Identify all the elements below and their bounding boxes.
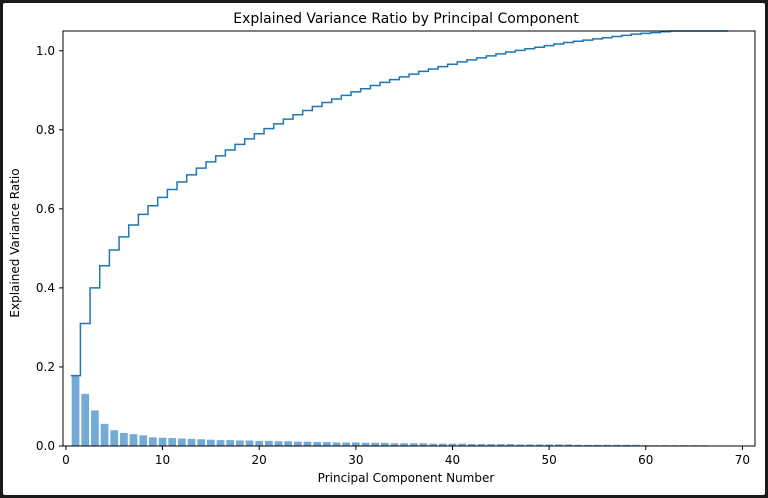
bar [313, 442, 322, 446]
bar [477, 444, 486, 446]
bar [438, 443, 447, 446]
chart-figure: Explained Variance Ratio by Principal Co… [3, 3, 765, 495]
bar [612, 444, 621, 446]
bar [467, 444, 476, 446]
bar [303, 441, 312, 446]
bar [71, 375, 80, 446]
bar [284, 441, 293, 446]
bar [400, 443, 409, 446]
bar [342, 442, 351, 446]
bar [168, 438, 177, 446]
y-tick-label: 0.0 [36, 439, 55, 453]
bar [380, 442, 389, 446]
bar [419, 443, 428, 446]
x-axis-label: Principal Component Number [318, 471, 495, 485]
bar-series [71, 375, 727, 446]
bar [429, 443, 438, 446]
x-axis-ticks: 0 10 20 30 40 50 60 70 [62, 446, 750, 467]
bar [516, 444, 525, 446]
bar [216, 440, 225, 446]
bar [371, 442, 380, 446]
bar [448, 443, 457, 446]
bar [81, 393, 90, 446]
bar [409, 443, 418, 446]
bar [293, 441, 302, 446]
bar [207, 439, 215, 446]
bar [632, 444, 640, 446]
x-tick-label: 50 [541, 453, 556, 467]
cumulative-step-line [70, 30, 728, 377]
bar [255, 440, 264, 446]
y-tick-label: 0.2 [36, 360, 55, 374]
y-axis-label: Explained Variance Ratio [8, 168, 22, 317]
cumulative-line-series [70, 30, 728, 377]
bar [322, 442, 331, 446]
y-tick-label: 0.6 [36, 202, 55, 216]
bar [390, 443, 399, 446]
plot-area-frame [62, 30, 756, 447]
bar [506, 444, 515, 446]
bar [583, 444, 592, 446]
x-tick-label: 0 [62, 453, 70, 467]
bar [545, 444, 554, 446]
bar [178, 438, 186, 446]
bar [554, 444, 563, 446]
x-tick-label: 30 [348, 453, 363, 467]
x-tick-label: 40 [445, 453, 460, 467]
bar [100, 423, 109, 446]
chart-title: Explained Variance Ratio by Principal Co… [233, 11, 579, 27]
x-tick-label: 70 [735, 453, 750, 467]
bar [274, 441, 283, 446]
bar [120, 432, 128, 446]
bar [129, 434, 138, 446]
chart-svg: Explained Variance Ratio by Principal Co… [8, 11, 756, 485]
bar [593, 444, 602, 446]
bar [574, 444, 582, 446]
bar [496, 444, 505, 446]
bar [264, 440, 273, 446]
bar [158, 437, 167, 446]
bar [332, 442, 341, 446]
bar [564, 444, 573, 446]
x-tick-label: 60 [638, 453, 653, 467]
bar [197, 439, 206, 446]
y-tick-label: 1.0 [36, 44, 55, 58]
bar [622, 444, 631, 446]
y-tick-label: 0.4 [36, 281, 55, 295]
bar [149, 437, 157, 446]
bar [187, 438, 196, 446]
y-axis-ticks: 0.0 0.2 0.4 0.6 0.8 1.0 [36, 44, 63, 453]
bar [535, 444, 544, 446]
bar [110, 430, 119, 446]
bar [603, 444, 611, 446]
bar [245, 440, 254, 446]
bar [525, 444, 534, 446]
bar [91, 410, 99, 446]
bar [487, 444, 496, 446]
bar [139, 435, 148, 446]
bar [361, 442, 370, 446]
x-tick-label: 20 [252, 453, 267, 467]
bar [351, 442, 360, 446]
y-tick-label: 0.8 [36, 123, 55, 137]
bar [226, 440, 235, 446]
x-tick-label: 10 [155, 453, 170, 467]
bar [458, 443, 467, 446]
bar [236, 440, 244, 446]
